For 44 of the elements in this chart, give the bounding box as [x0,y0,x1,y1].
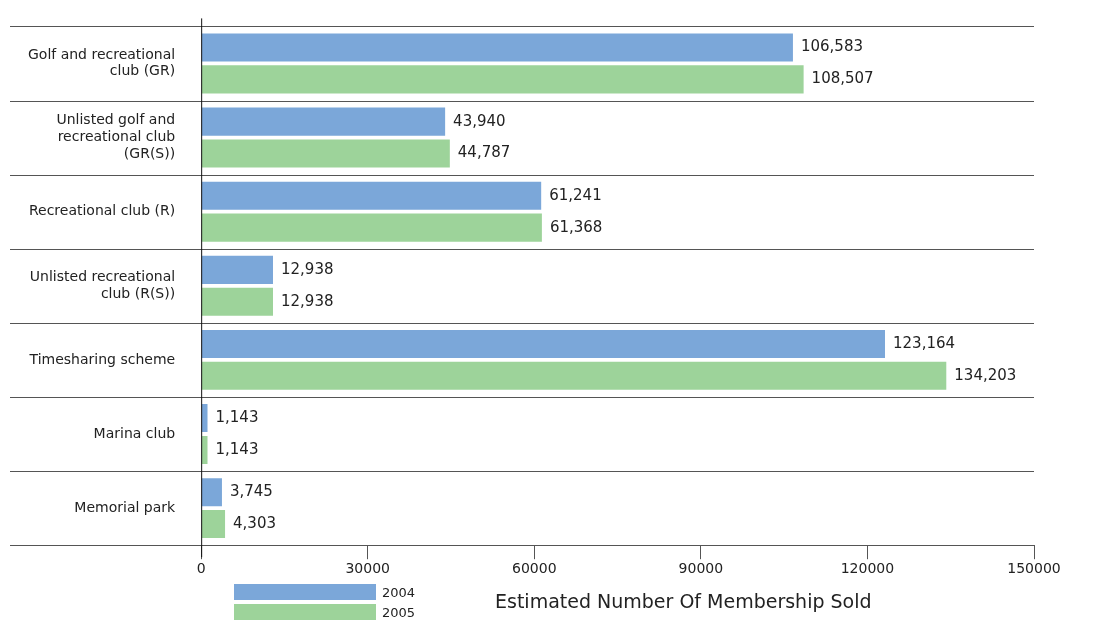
y-tick-label: Recreational club (R) [28,202,176,219]
bar [201,33,793,62]
bar [201,65,804,94]
y-tick-label: Marina club [93,424,176,441]
bar [201,435,208,464]
y-tick-label: Timesharing scheme [28,350,176,367]
data-label: 134,203 [954,365,1017,384]
bar [201,478,222,507]
bar [201,404,208,433]
x-axis-title: Estimated Number Of Membership Sold [495,590,872,612]
data-label: 12,938 [280,291,334,310]
bar [201,361,947,390]
text: 2005 [382,604,416,620]
data-label: 1,143 [215,407,259,426]
data-label: 106,583 [800,37,863,56]
x-tick-label: 30000 [345,560,390,577]
data-label: 1,143 [215,439,259,458]
bar [201,213,542,242]
data-label: 44,787 [457,143,511,162]
data-label: 3,745 [229,482,273,501]
data-label: 4,303 [233,513,276,532]
bar [201,107,446,136]
data-label: 123,164 [893,333,956,352]
x-tick-label: 120000 [840,560,895,577]
text: 2004 [382,584,416,600]
x-tick-label: 90000 [678,560,724,577]
data-label: 61,241 [549,185,602,204]
bar [201,139,450,168]
y-tick-label: Unlisted recreational club (R(S)) [29,268,176,301]
bar [201,287,273,316]
y-tick-label: Golf and recreational club (GR) [27,45,176,79]
data-label: 12,938 [280,259,334,278]
y-tick-label: Unlisted golf and recreational club (GR(S)) [56,111,176,162]
y-tick-label: Memorial park [74,498,177,515]
bar [201,181,542,210]
x-tick-label: 150000 [1007,560,1061,577]
bar [201,255,273,284]
bar [201,329,885,358]
data-label: 108,507 [811,69,874,88]
data-label: 61,368 [549,217,603,236]
bar [201,510,226,539]
data-label: 43,940 [453,111,506,130]
x-tick-label: 60000 [512,560,557,577]
x-tick-label: 0 [196,560,206,577]
